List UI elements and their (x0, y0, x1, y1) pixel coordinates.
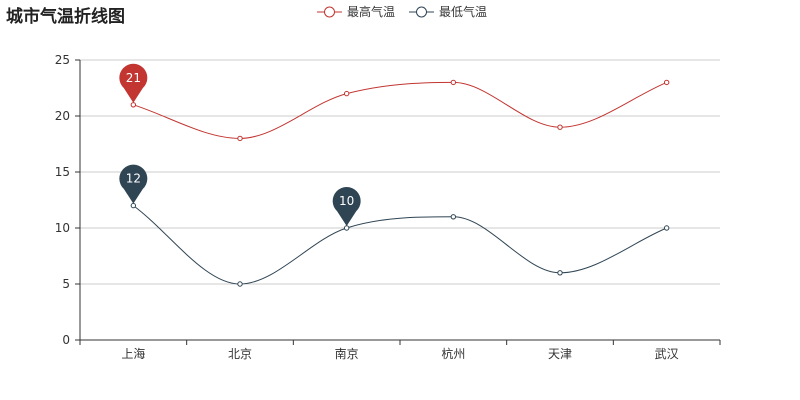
x-tick-label: 天津 (548, 347, 572, 361)
marker-pin[interactable] (119, 164, 148, 204)
series-line (133, 81, 667, 139)
data-point[interactable] (663, 225, 670, 231)
y-tick-label: 25 (55, 53, 70, 67)
data-point[interactable] (557, 270, 563, 276)
legend-symbol (416, 6, 427, 18)
y-tick-label: 0 (62, 333, 70, 347)
y-tick-label: 15 (55, 165, 70, 179)
data-point[interactable] (663, 79, 670, 86)
data-point[interactable] (343, 225, 350, 231)
legend-label: 最低气温 (439, 4, 487, 19)
marker-label: 10 (339, 194, 354, 208)
data-point[interactable] (237, 281, 243, 287)
data-point[interactable] (450, 214, 457, 220)
marker-pin[interactable] (119, 63, 148, 103)
data-point[interactable] (557, 124, 563, 130)
y-tick-label: 10 (55, 221, 70, 235)
y-tick-label: 5 (62, 277, 70, 291)
data-point[interactable] (343, 90, 350, 97)
legend-label: 最高气温 (347, 4, 395, 19)
data-point[interactable] (130, 202, 137, 209)
x-tick-label: 杭州 (441, 346, 465, 361)
legend-item[interactable]: 最低气温 (409, 4, 487, 19)
x-tick-label: 北京 (228, 347, 252, 361)
marker-label: 21 (126, 71, 141, 85)
series-line (133, 205, 667, 285)
marker-label: 12 (126, 172, 141, 186)
x-tick-label: 南京 (335, 346, 359, 361)
marker-pin[interactable] (332, 187, 361, 226)
data-point[interactable] (450, 79, 457, 86)
data-point[interactable] (237, 135, 243, 142)
x-tick-label: 上海 (121, 346, 145, 361)
legend-symbol (324, 6, 335, 18)
x-tick-label: 武汉 (655, 347, 679, 361)
data-point[interactable] (130, 102, 137, 108)
y-tick-label: 20 (55, 109, 70, 123)
legend-item[interactable]: 最高气温 (317, 4, 395, 19)
chart-title: 城市气温折线图 (6, 7, 125, 27)
